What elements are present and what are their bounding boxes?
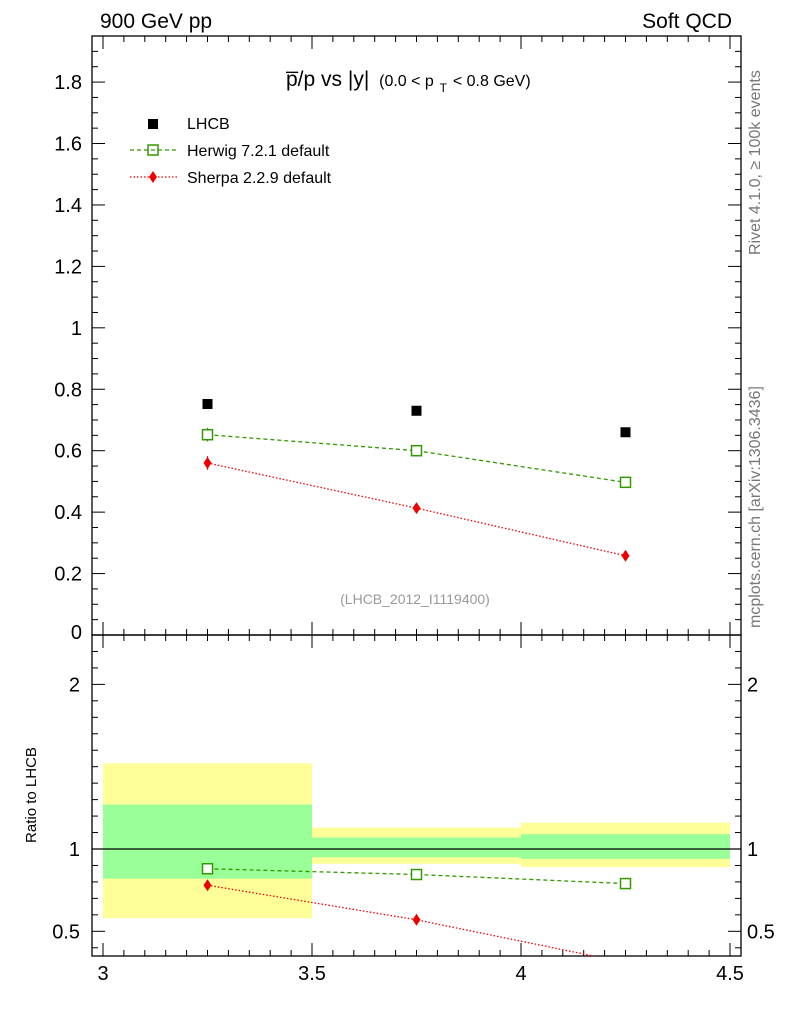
header-right: Soft QCD — [642, 10, 732, 33]
main-sherpa-point — [412, 502, 421, 515]
main-ytick-label: 1.6 — [54, 134, 82, 156]
ratio-sherpa-point — [203, 879, 212, 892]
ratio-herwig-point — [619, 877, 632, 890]
ratio-xtick-label: 4 — [515, 963, 526, 985]
main-ytick-label: 0.6 — [54, 441, 82, 463]
analysis-id: (LHCB_2012_I1119400) — [340, 591, 490, 607]
ratio-herwig-point — [410, 868, 423, 881]
ratio-xtick-label: 4.5 — [716, 963, 744, 985]
header-left: 900 GeV pp — [100, 10, 212, 33]
ratio-band-inner-1 — [312, 837, 521, 858]
ratio-ytick-label-left: 2 — [69, 674, 80, 696]
ratio-bands — [103, 763, 730, 919]
main-ytick-label: 1 — [71, 318, 82, 340]
ratio-xtick-label: 3 — [97, 963, 108, 985]
ratio-sherpa-line — [207, 884, 597, 956]
ratio-sherpa-point — [622, 957, 630, 969]
legend-label-sherpa: Sherpa 2.2.9 default — [187, 170, 332, 187]
main-ytick-label: 0.8 — [54, 379, 82, 401]
main-ytick-label: 1.4 — [54, 195, 82, 217]
legend: LHCB Herwig 7.2.1 default Sherpa 2.2.9 d… — [130, 116, 332, 187]
ratio-ylabel: Ratio to LHCB — [23, 747, 40, 843]
main-data-point — [411, 405, 422, 416]
legend-marker-herwig — [147, 144, 159, 156]
main-ytick-label: 0.2 — [54, 564, 82, 586]
legend-marker-lhcb — [148, 119, 158, 129]
title-cut-sub: T — [440, 81, 448, 95]
ratio-band-inner-2 — [521, 834, 730, 859]
main-herwig-point — [619, 476, 632, 489]
legend-label-lhcb: LHCB — [187, 116, 230, 133]
ratio-plot: 3 3.5 4 4.50.5 0.51 12 2 — [52, 634, 775, 985]
main-herwig-line — [207, 434, 626, 483]
main-ytick-label-zero: 0 — [71, 622, 82, 644]
plot-title: p̅/p vs |y| (0.0 < p T < 0.8 GeV) — [285, 68, 531, 97]
rivet-label: Rivet 4.1.0, ≥ 100k events — [747, 70, 764, 255]
title-main: p̅/p vs |y| — [285, 68, 369, 91]
mcplots-label: mcplots.cern.ch [arXiv:1306.3436] — [747, 386, 764, 628]
title-cut-suffix: < 0.8 GeV) — [453, 73, 531, 90]
main-data-point — [620, 427, 631, 438]
main-sherpa-point — [203, 456, 212, 469]
main-herwig-point — [201, 428, 214, 441]
main-sherpa-point — [621, 549, 630, 562]
ratio-herwig-point — [201, 863, 214, 875]
ratio-xtick-label: 3.5 — [298, 963, 326, 985]
ratio-series — [201, 863, 632, 969]
main-ytick-label: 0.4 — [54, 502, 82, 524]
main-herwig-point — [410, 444, 423, 457]
main-ytick-label: 1.2 — [54, 256, 82, 278]
ratio-ytick-label-left: 1 — [69, 839, 80, 861]
ratio-sherpa-point — [412, 913, 421, 926]
legend-marker-sherpa — [149, 171, 157, 183]
ratio-ytick-label-right: 2 — [747, 674, 758, 696]
main-plot: 0.2 0.4 0.6 0.8 1 1.2 1.4 1.6 1.8 0 — [54, 35, 742, 644]
ratio-ytick-label-right: 1 — [747, 839, 758, 861]
main-ytick-label: 1.8 — [54, 72, 82, 94]
main-data-point — [202, 399, 213, 410]
legend-label-herwig: Herwig 7.2.1 default — [187, 143, 330, 160]
ratio-ytick-label-right: 0.5 — [747, 921, 775, 943]
title-cut-prefix: (0.0 < p — [379, 73, 434, 90]
ratio-ytick-label-left: 0.5 — [52, 921, 80, 943]
